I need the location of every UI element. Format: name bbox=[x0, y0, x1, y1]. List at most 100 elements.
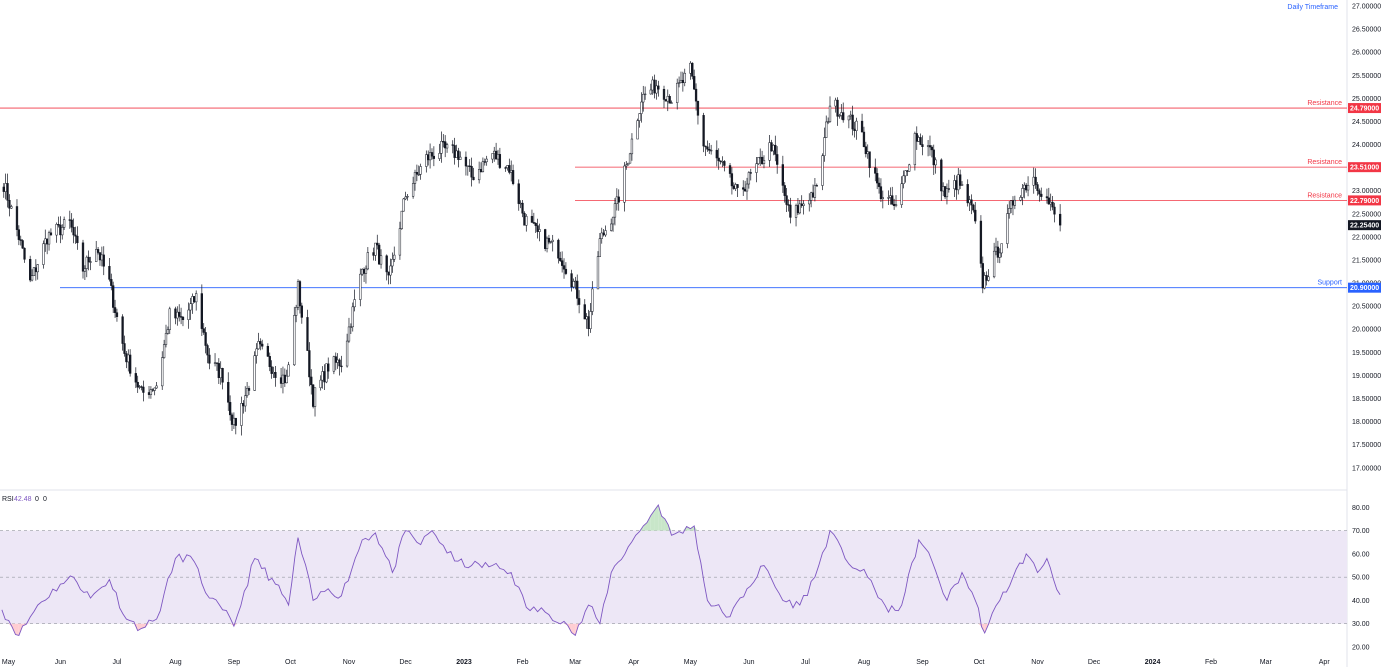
candle bbox=[847, 115, 851, 129]
candle bbox=[200, 284, 203, 336]
candle bbox=[96, 247, 100, 255]
candle bbox=[1053, 202, 1056, 223]
candle bbox=[736, 183, 739, 197]
timeframe-label: Daily Timeframe bbox=[1287, 4, 1338, 11]
candle bbox=[683, 68, 686, 87]
candle bbox=[874, 158, 877, 182]
candle bbox=[557, 238, 560, 264]
candle bbox=[240, 396, 243, 436]
candle bbox=[649, 83, 652, 95]
candle bbox=[432, 146, 436, 167]
candle bbox=[789, 197, 792, 224]
price-tick-label: 17.00000 bbox=[1352, 465, 1381, 472]
candle bbox=[562, 258, 566, 279]
candle bbox=[30, 269, 34, 282]
price-axis: 27.00000 26.50000 26.00000 25.50000 25.00000… bbox=[1352, 4, 1381, 652]
candle bbox=[710, 144, 713, 155]
candle bbox=[694, 83, 698, 111]
candle bbox=[836, 97, 839, 126]
candle bbox=[1021, 184, 1024, 206]
candle bbox=[902, 170, 905, 189]
rsi-legend-extra-2: 0 bbox=[43, 496, 47, 503]
candle bbox=[21, 239, 24, 249]
candle bbox=[15, 199, 19, 237]
candle bbox=[334, 352, 337, 371]
candle bbox=[108, 258, 111, 282]
candle bbox=[427, 150, 430, 166]
candle bbox=[406, 194, 409, 201]
time-tick-label: Nov bbox=[1031, 659, 1044, 666]
candle bbox=[917, 135, 920, 143]
candle bbox=[627, 162, 630, 166]
candle bbox=[959, 169, 962, 190]
candle bbox=[785, 188, 788, 212]
candle bbox=[8, 194, 11, 217]
candle bbox=[677, 76, 681, 88]
candle bbox=[362, 267, 366, 282]
candle bbox=[374, 242, 377, 261]
candle bbox=[189, 297, 192, 320]
candle bbox=[932, 144, 935, 175]
candle bbox=[532, 212, 535, 225]
resistance-level-badge bbox=[1348, 103, 1381, 114]
candle bbox=[47, 230, 51, 251]
candle bbox=[942, 182, 945, 197]
price-tick-label: 27.00000 bbox=[1352, 4, 1381, 11]
candle bbox=[17, 225, 21, 246]
candle bbox=[270, 360, 273, 379]
candle bbox=[549, 241, 552, 244]
candle bbox=[1040, 187, 1043, 201]
resistance-level-label: Resistance bbox=[1307, 100, 1342, 107]
candle bbox=[589, 303, 592, 333]
candle bbox=[459, 151, 462, 160]
candle bbox=[1019, 195, 1022, 202]
candle bbox=[95, 240, 98, 263]
candle bbox=[974, 201, 977, 224]
candle bbox=[295, 304, 298, 323]
candle bbox=[287, 361, 290, 377]
candle bbox=[625, 161, 628, 170]
candle bbox=[534, 222, 537, 233]
candle bbox=[960, 181, 964, 186]
candle bbox=[227, 372, 230, 411]
candle bbox=[6, 173, 9, 208]
candle bbox=[102, 246, 105, 276]
candle bbox=[364, 265, 368, 284]
candle bbox=[749, 168, 752, 181]
candle bbox=[472, 167, 475, 181]
candle bbox=[704, 145, 707, 156]
candle bbox=[191, 293, 194, 314]
candle bbox=[813, 177, 817, 202]
candle bbox=[494, 142, 498, 160]
candle bbox=[985, 271, 988, 286]
candle bbox=[894, 195, 898, 208]
candle bbox=[966, 179, 969, 207]
candle bbox=[387, 271, 390, 285]
candle bbox=[1038, 188, 1041, 202]
candle bbox=[417, 165, 420, 177]
candle bbox=[1023, 182, 1026, 199]
rsi-oversold-fill bbox=[571, 623, 576, 636]
candle bbox=[193, 296, 196, 303]
candle bbox=[770, 139, 773, 152]
candle bbox=[1011, 196, 1015, 216]
candle bbox=[640, 92, 643, 123]
rsi-pane bbox=[0, 503, 1347, 637]
candle bbox=[327, 357, 330, 379]
candle bbox=[46, 238, 49, 255]
price-tick-label: 18.00000 bbox=[1352, 419, 1381, 426]
time-tick-label: Feb bbox=[1205, 659, 1217, 666]
rsi-overbought-fill bbox=[647, 515, 651, 531]
candle bbox=[947, 179, 950, 193]
candle bbox=[826, 117, 830, 125]
candle bbox=[55, 222, 58, 243]
candle bbox=[517, 179, 520, 211]
candle bbox=[559, 251, 562, 262]
candle bbox=[349, 323, 353, 335]
candle bbox=[838, 113, 841, 119]
candle bbox=[1026, 176, 1030, 197]
candle bbox=[464, 151, 468, 176]
price-tick-label: 24.00000 bbox=[1352, 142, 1381, 149]
candle bbox=[425, 150, 428, 173]
